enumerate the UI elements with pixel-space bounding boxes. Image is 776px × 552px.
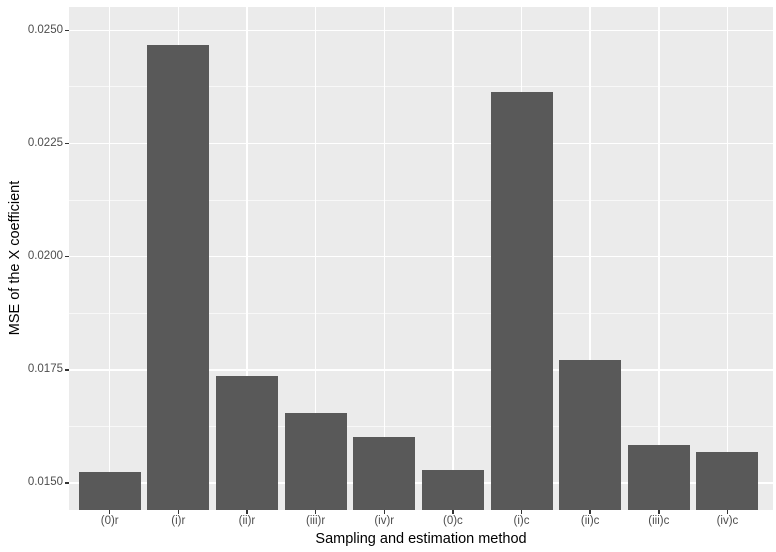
- gridline-minor: [69, 86, 773, 88]
- y-axis-tick-mark: [64, 482, 69, 484]
- bar: [627, 444, 690, 510]
- y-axis-tick-label: 0.0250: [27, 23, 63, 36]
- y-axis-tick-label: 0.0200: [27, 250, 63, 263]
- gridline-major-vertical: [383, 7, 385, 510]
- x-axis-tick-label: (iii)c: [648, 515, 670, 527]
- x-axis-tick-label: (iii)r: [306, 515, 326, 527]
- gridline-minor: [69, 425, 773, 427]
- gridline-major-vertical: [658, 7, 660, 510]
- bar: [215, 376, 278, 510]
- y-axis-tick-label: 0.0175: [27, 363, 63, 376]
- x-axis-tick-mark: [108, 510, 111, 514]
- x-axis-tick-label: (i)c: [513, 515, 530, 527]
- gridline-major-horizontal: [69, 29, 773, 32]
- x-axis-tick-label: (0)r: [100, 515, 119, 527]
- gridline-major-horizontal: [69, 142, 773, 145]
- bar: [559, 359, 622, 510]
- x-axis-tick-mark: [383, 510, 385, 514]
- x-axis-tick-mark: [314, 510, 317, 514]
- gridline-major-horizontal: [69, 369, 773, 371]
- x-axis-tick-label: (iv)c: [716, 515, 739, 527]
- y-axis-tick-mark: [64, 142, 69, 145]
- bar: [284, 413, 347, 510]
- x-axis-tick-mark: [177, 510, 180, 514]
- y-axis-tick-mark: [64, 29, 69, 32]
- x-axis-tick-label: (0)c: [442, 515, 463, 527]
- x-axis-tick-mark: [658, 510, 660, 514]
- bar: [147, 45, 210, 510]
- gridline-minor: [69, 312, 773, 314]
- bar: [353, 437, 416, 510]
- bar: [421, 470, 484, 510]
- gridline-major-vertical: [314, 7, 317, 510]
- gridline-major-vertical: [726, 7, 729, 510]
- x-axis-tick-mark: [452, 510, 454, 514]
- gridline-major-vertical: [246, 7, 248, 510]
- y-axis-tick-mark: [64, 369, 69, 371]
- x-axis-tick-mark: [246, 510, 248, 514]
- bar: [490, 91, 553, 510]
- y-axis-tick-mark: [64, 255, 69, 258]
- gridline-major-horizontal: [69, 482, 773, 484]
- x-axis-tick-label: (ii)r: [238, 515, 256, 527]
- x-axis-tick-mark: [520, 510, 523, 514]
- gridline-major-vertical: [108, 7, 111, 510]
- y-axis-tick-label: 0.0225: [27, 136, 63, 149]
- x-axis-tick-mark: [726, 510, 729, 514]
- y-axis-tick-label: 0.0150: [27, 476, 63, 489]
- x-axis-tick-mark: [589, 510, 591, 514]
- x-axis-tick-label: (ii)c: [580, 515, 600, 527]
- gridline-major-horizontal: [69, 255, 773, 258]
- gridline-major-vertical: [589, 7, 591, 510]
- plot-panel: [69, 7, 773, 510]
- gridline-major-vertical: [452, 7, 454, 510]
- x-axis-title: Sampling and estimation method: [315, 531, 527, 547]
- bar: [696, 451, 759, 510]
- x-axis-tick-label: (i)r: [171, 515, 186, 527]
- x-axis-tick-label: (iv)r: [374, 515, 395, 527]
- gridline-minor: [69, 199, 773, 201]
- bar: [78, 471, 141, 510]
